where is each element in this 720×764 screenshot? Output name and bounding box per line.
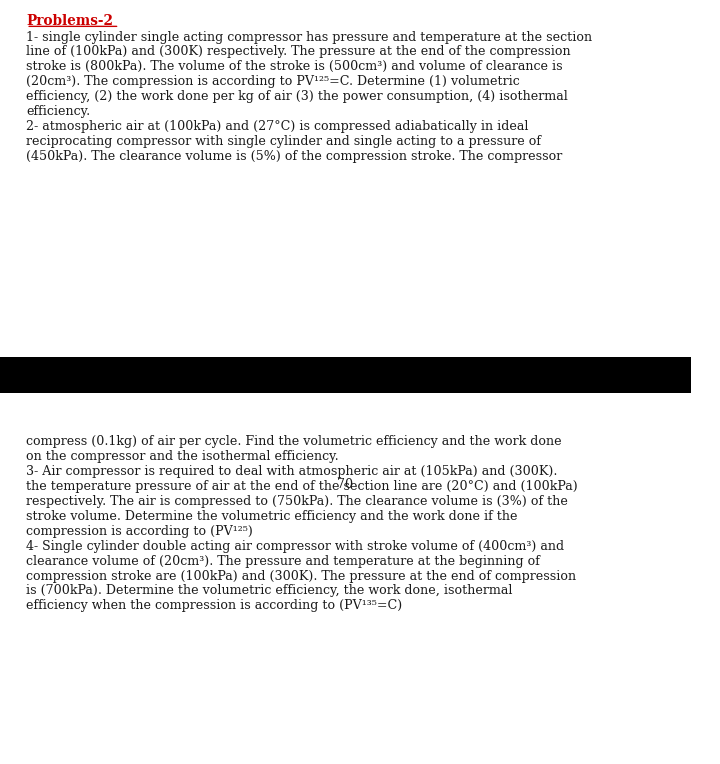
Text: 1- single cylinder single acting compressor has pressure and temperature at the : 1- single cylinder single acting compres… bbox=[26, 31, 593, 44]
Text: compression is according to (PV¹²⁵): compression is according to (PV¹²⁵) bbox=[26, 525, 253, 538]
Text: 4- Single cylinder double acting air compressor with stroke volume of (400cm³) a: 4- Single cylinder double acting air com… bbox=[26, 540, 564, 553]
Text: 2- atmospheric air at (100kPa) and (27°C) is compressed adiabatically in ideal: 2- atmospheric air at (100kPa) and (27°C… bbox=[26, 120, 528, 133]
Text: stroke volume. Determine the volumetric efficiency and the work done if the: stroke volume. Determine the volumetric … bbox=[26, 510, 518, 523]
Text: 70: 70 bbox=[337, 478, 354, 490]
Text: clearance volume of (20cm³). The pressure and temperature at the beginning of: clearance volume of (20cm³). The pressur… bbox=[26, 555, 540, 568]
Bar bbox=[0, 357, 690, 393]
Text: efficiency, (2) the work done per kg of air (3) the power consumption, (4) isoth: efficiency, (2) the work done per kg of … bbox=[26, 90, 568, 103]
Text: respectively. The air is compressed to (750kPa). The clearance volume is (3%) of: respectively. The air is compressed to (… bbox=[26, 495, 568, 508]
Text: is (700kPa). Determine the volumetric efficiency, the work done, isothermal: is (700kPa). Determine the volumetric ef… bbox=[26, 584, 513, 597]
Text: compression stroke are (100kPa) and (300K). The pressure at the end of compressi: compression stroke are (100kPa) and (300… bbox=[26, 570, 577, 583]
Text: efficiency.: efficiency. bbox=[26, 105, 91, 118]
Text: stroke is (800kPa). The volume of the stroke is (500cm³) and volume of clearance: stroke is (800kPa). The volume of the st… bbox=[26, 60, 563, 73]
Text: efficiency when the compression is according to (PV¹³⁵=C): efficiency when the compression is accor… bbox=[26, 600, 402, 613]
Text: reciprocating compressor with single cylinder and single acting to a pressure of: reciprocating compressor with single cyl… bbox=[26, 134, 541, 148]
Text: on the compressor and the isothermal efficiency.: on the compressor and the isothermal eff… bbox=[26, 451, 339, 464]
Text: (450kPa). The clearance volume is (5%) of the compression stroke. The compressor: (450kPa). The clearance volume is (5%) o… bbox=[26, 150, 562, 163]
Text: compress (0.1kg) of air per cycle. Find the volumetric efficiency and the work d: compress (0.1kg) of air per cycle. Find … bbox=[26, 435, 562, 448]
Text: 3- Air compressor is required to deal with atmospheric air at (105kPa) and (300K: 3- Air compressor is required to deal wi… bbox=[26, 465, 557, 478]
Text: Problems-2: Problems-2 bbox=[26, 14, 113, 28]
Text: the temperature pressure of air at the end of the section line are (20°C) and (1: the temperature pressure of air at the e… bbox=[26, 481, 578, 494]
Text: (20cm³). The compression is according to PV¹²⁵=C. Determine (1) volumetric: (20cm³). The compression is according to… bbox=[26, 75, 520, 89]
Text: line of (100kPa) and (300K) respectively. The pressure at the end of the compres: line of (100kPa) and (300K) respectively… bbox=[26, 46, 571, 59]
